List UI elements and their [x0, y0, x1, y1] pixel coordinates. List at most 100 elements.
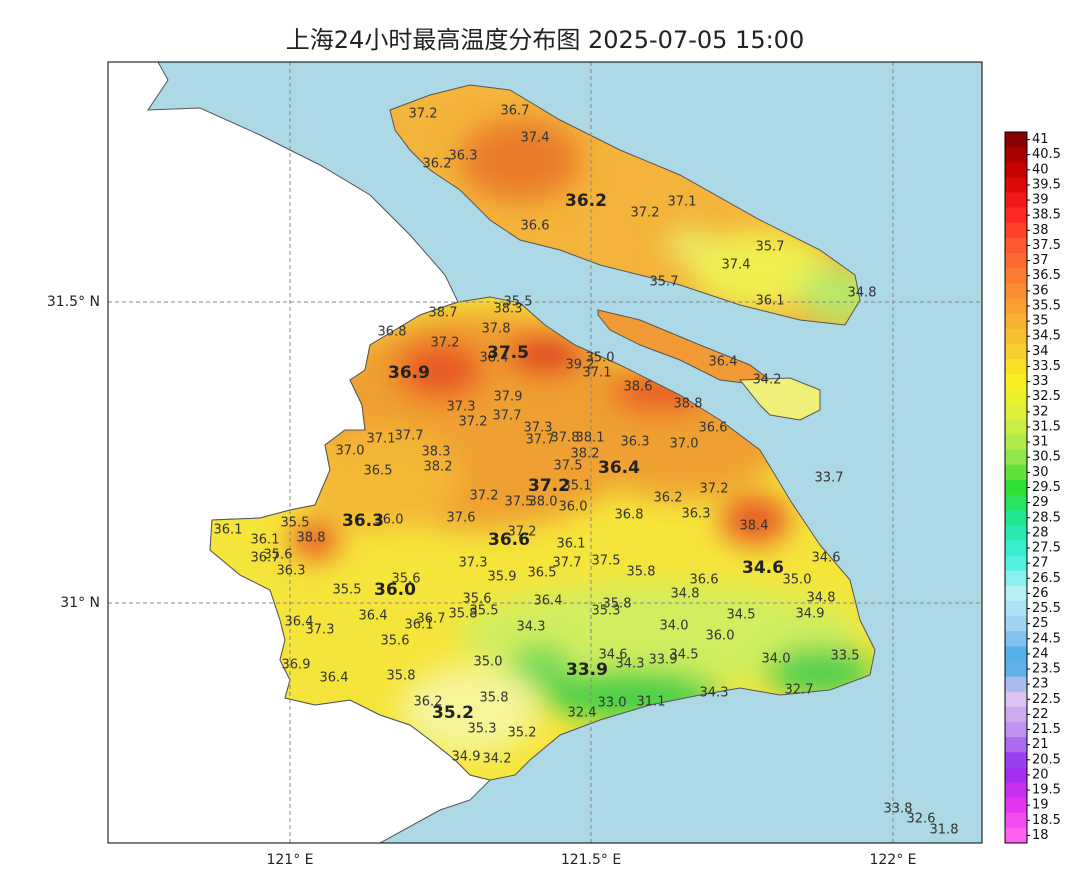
station-value: 37.3: [306, 623, 335, 638]
station-value: 36.7: [501, 104, 530, 119]
colorbar-cell: [1005, 721, 1027, 738]
station-value: 36.4: [534, 594, 563, 609]
colorbar-label: 39.5: [1032, 177, 1061, 192]
station-value: 37.5: [505, 495, 534, 510]
station-value: 37.2: [631, 206, 660, 221]
colorbar-label: 22: [1032, 707, 1049, 722]
station-value: 35.0: [783, 573, 812, 588]
station-labels: 37.2 36.737.436.336.237.137.236.635.737.4…: [214, 104, 959, 838]
colorbar-label: 20.5: [1032, 752, 1061, 767]
station-value: 37.8: [551, 431, 580, 446]
station-value: 38.3: [422, 445, 451, 460]
district-value: 37.5: [487, 343, 529, 363]
station-value: 36.9: [282, 658, 311, 673]
station-value: 38.2: [571, 447, 600, 462]
colorbar-label: 38.5: [1032, 208, 1061, 223]
colorbar-label: 33: [1032, 374, 1049, 389]
station-value: 37.2: [508, 525, 537, 540]
station-value: 33.9: [649, 653, 678, 668]
colorbar-label: 30.5: [1032, 450, 1061, 465]
colorbar-cell: [1005, 495, 1027, 511]
station-value: 35.8: [387, 669, 416, 684]
station-value: 35.1: [563, 479, 592, 494]
colorbar-label: 19: [1032, 798, 1049, 813]
station-value: 36.1: [756, 294, 785, 309]
station-value: 35.3: [468, 722, 497, 737]
station-value: 37.1: [583, 366, 612, 381]
district-value: 35.2: [432, 703, 474, 723]
station-value: 34.8: [671, 587, 700, 602]
colorbar-cell: [1005, 358, 1027, 375]
station-value: 36.8: [615, 508, 644, 523]
station-value: 36.5: [528, 566, 557, 581]
colorbar-cell: [1005, 343, 1027, 360]
colorbar-label: 21.5: [1032, 722, 1061, 737]
station-value: 36.6: [521, 219, 550, 234]
station-value: 37.4: [521, 131, 550, 146]
district-value: 34.6: [742, 558, 784, 578]
station-value: 35.0: [586, 351, 615, 366]
station-value: 37.5: [554, 459, 583, 474]
colorbar-label: 40: [1032, 162, 1049, 177]
station-value: 35.0: [474, 655, 503, 670]
station-value: 37.6: [447, 511, 476, 526]
station-value: 36.0: [706, 629, 735, 644]
station-value: 35.5: [470, 604, 499, 619]
station-value: 36.3: [277, 564, 306, 579]
colorbar-label: 37: [1032, 253, 1049, 268]
station-value: 35.2: [508, 726, 537, 741]
colorbar-cell: [1005, 449, 1027, 466]
station-value: 34.8: [807, 591, 836, 606]
colorbar-cell: [1005, 540, 1027, 557]
station-value: 37.1: [367, 432, 396, 447]
colorbar-cell: [1005, 767, 1027, 783]
station-value: 36.2: [414, 695, 443, 710]
station-value: 35.6: [381, 634, 410, 649]
station-value: 37.7: [553, 556, 582, 571]
colorbar-label: 34.5: [1032, 329, 1061, 344]
colorbar-cell: [1005, 328, 1027, 345]
station-value: 34.5: [727, 608, 756, 623]
colorbar: 4140.54039.53938.53837.53736.53635.53534…: [1004, 131, 1061, 844]
station-value: 34.8: [848, 286, 877, 301]
colorbar-label: 23.5: [1032, 662, 1061, 677]
station-value: 34.9: [796, 607, 825, 622]
station-value: 37.0: [336, 444, 365, 459]
station-value: 35.3: [592, 604, 621, 619]
station-value: 32.6: [907, 812, 936, 827]
colorbar-label: 34: [1032, 344, 1049, 359]
station-value: 33.7: [815, 471, 844, 486]
station-value: 33.8: [884, 802, 913, 817]
colorbar-cell: [1005, 646, 1027, 662]
colorbar-label: 33.5: [1032, 359, 1061, 374]
station-value: 36.6: [690, 573, 719, 588]
station-value: 36.5: [364, 464, 393, 479]
colorbar-label: 29.5: [1032, 480, 1061, 495]
station-value: 35.8: [449, 607, 478, 622]
station-value: 36.4: [359, 609, 388, 624]
station-value: 34.2: [753, 373, 782, 388]
station-value: 36.3: [621, 435, 650, 450]
station-value: 31.8: [930, 823, 959, 838]
station-value: 35.6: [392, 572, 421, 587]
colorbar-cell: [1005, 570, 1027, 587]
colorbar-cell: [1005, 374, 1027, 390]
x-axis-label: 121.5° E: [561, 852, 621, 868]
colorbar-cell: [1005, 737, 1027, 753]
station-value: 34.9: [452, 750, 481, 765]
station-value: 36.3: [449, 149, 478, 164]
station-value: 37.5: [592, 554, 621, 569]
colorbar-label: 32.5: [1032, 389, 1061, 404]
colorbar-label: 25: [1032, 616, 1049, 631]
hengsha-island: [738, 377, 821, 421]
station-value: 34.2: [483, 752, 512, 767]
district-value: 36.0: [374, 580, 416, 600]
station-value: 38.4: [740, 519, 769, 534]
station-value: 38.6: [624, 380, 653, 395]
colorbar-label: 26: [1032, 586, 1049, 601]
station-value: 34.6: [599, 648, 628, 663]
colorbar-cell: [1005, 631, 1027, 647]
station-value: 36.2: [423, 157, 452, 172]
station-value: 37.3: [524, 421, 553, 436]
